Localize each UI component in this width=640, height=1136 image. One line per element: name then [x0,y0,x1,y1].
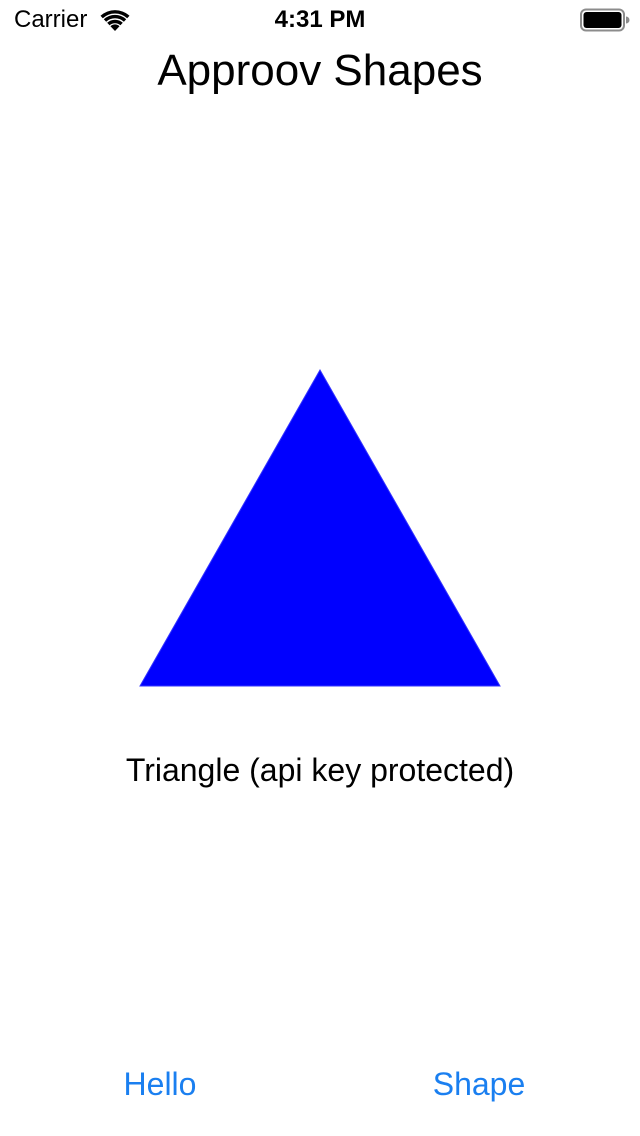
status-time: 4:31 PM [274,6,366,33]
shape-button[interactable]: Shape [418,1063,540,1105]
carrier-label: Carrier [14,6,88,33]
hello-button[interactable]: Hello [104,1063,216,1105]
shape-label: Triangle (api key protected) [125,752,515,788]
status-bar: Carrier 4:31 PM [0,0,640,40]
page-title: Approov Shapes [157,46,483,95]
triangle-shape [139,368,501,687]
wifi-icon [100,10,130,32]
battery-icon [580,8,630,32]
